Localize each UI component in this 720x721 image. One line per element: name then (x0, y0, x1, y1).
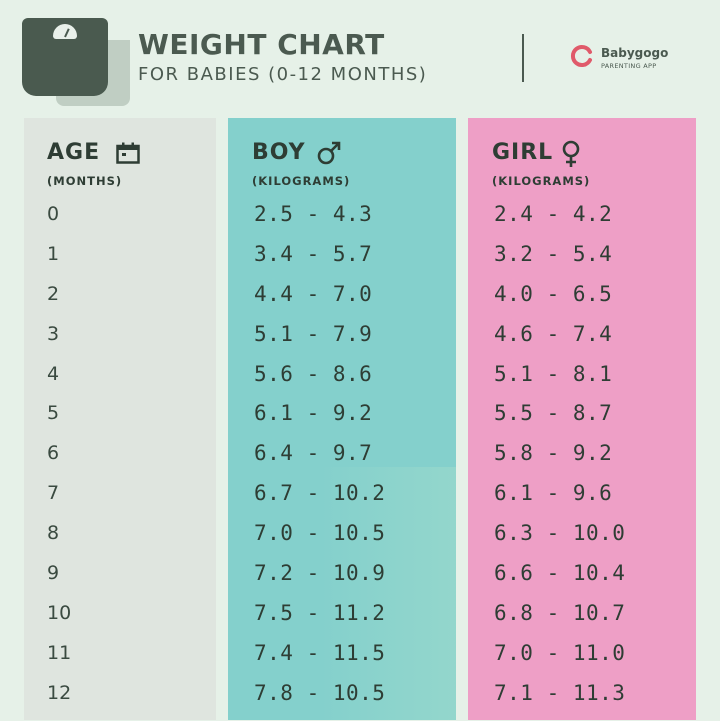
girl-weight-cell: 4.6 - 7.4 (494, 321, 613, 346)
girl-weight-cell: 6.3 - 10.0 (494, 521, 626, 546)
age-heading: AGE (47, 140, 101, 165)
girl-weight-cell: 7.1 - 11.3 (494, 680, 626, 705)
age-cell: 3 (47, 322, 60, 345)
boy-weight-cell: 3.4 - 5.7 (254, 241, 373, 266)
boy-weight-cell: 6.7 - 10.2 (254, 481, 386, 506)
female-symbol-icon (562, 140, 580, 167)
girl-values: 2.4 - 4.2 3.2 - 5.4 4.0 - 6.5 4.6 - 7.4 5.1 … (494, 202, 720, 721)
page-title: WEIGHT CHART (138, 28, 385, 61)
age-cell: 2 (47, 282, 60, 305)
brand-tagline: PARENTING APP (601, 62, 657, 70)
header: WEIGHT CHART FOR BABIES (0-12 MONTHS) Ba… (0, 0, 720, 118)
boy-values: 2.5 - 4.3 3.4 - 5.7 4.4 - 7.0 5.1 - 7.9 5.6 … (254, 202, 482, 721)
male-symbol-icon (317, 141, 341, 165)
babygogo-logo-icon (570, 45, 592, 67)
girl-weight-cell: 6.1 - 9.6 (494, 481, 613, 506)
boy-weight-cell: 5.1 - 7.9 (254, 321, 373, 346)
age-cell: 4 (47, 362, 60, 385)
age-values: 0 1 2 3 4 5 6 7 8 9 10 11 12 (47, 202, 239, 721)
weighing-scale-icon (22, 18, 108, 96)
girl-subheading: (KILOGRAMS) (492, 174, 591, 188)
boy-subheading: (KILOGRAMS) (252, 174, 351, 188)
boy-weight-cell: 6.1 - 9.2 (254, 401, 373, 426)
girl-weight-cell: 2.4 - 4.2 (494, 202, 613, 226)
age-cell: 1 (47, 242, 60, 265)
header-divider (522, 34, 524, 82)
page-subtitle: FOR BABIES (0-12 MONTHS) (138, 64, 428, 85)
age-cell: 8 (47, 522, 60, 545)
boy-weight-cell: 7.0 - 10.5 (254, 521, 386, 546)
girl-weight-cell: 5.1 - 8.1 (494, 361, 613, 386)
age-cell: 0 (47, 203, 60, 225)
boy-heading: BOY (252, 140, 306, 165)
boy-weight-cell: 2.5 - 4.3 (254, 202, 373, 226)
boy-weight-cell: 7.5 - 11.2 (254, 600, 386, 625)
girl-column: GIRL (KILOGRAMS) 2.4 - 4.2 3.2 - 5.4 4.0 -… (468, 118, 696, 720)
age-cell: 5 (47, 402, 60, 425)
age-cell: 12 (47, 681, 72, 704)
girl-weight-cell: 3.2 - 5.4 (494, 241, 613, 266)
age-column: AGE (MONTHS) 0 1 2 3 4 5 6 7 8 9 10 11 12 (24, 118, 216, 720)
age-cell: 10 (47, 601, 72, 624)
boy-weight-cell: 5.6 - 8.6 (254, 361, 373, 386)
calendar-icon (116, 142, 140, 164)
girl-heading: GIRL (492, 140, 554, 165)
girl-weight-cell: 6.8 - 10.7 (494, 600, 626, 625)
girl-weight-cell: 5.5 - 8.7 (494, 401, 613, 426)
boy-weight-cell: 7.4 - 11.5 (254, 640, 386, 665)
age-cell: 9 (47, 562, 60, 585)
girl-weight-cell: 5.8 - 9.2 (494, 441, 613, 466)
girl-weight-cell: 4.0 - 6.5 (494, 281, 613, 306)
age-cell: 11 (47, 641, 72, 664)
girl-weight-cell: 6.6 - 10.4 (494, 561, 626, 586)
boy-weight-cell: 6.4 - 9.7 (254, 441, 373, 466)
age-subheading: (MONTHS) (47, 174, 123, 188)
boy-weight-cell: 4.4 - 7.0 (254, 281, 373, 306)
girl-weight-cell: 7.0 - 11.0 (494, 640, 626, 665)
age-cell: 7 (47, 482, 60, 505)
boy-column: BOY (KILOGRAMS) 2.5 - 4.3 3.4 - 5.7 4.4 - … (228, 118, 456, 720)
boy-weight-cell: 7.8 - 10.5 (254, 680, 386, 705)
age-cell: 6 (47, 442, 60, 465)
brand-name: Babygogo (601, 46, 669, 60)
boy-weight-cell: 7.2 - 10.9 (254, 561, 386, 586)
